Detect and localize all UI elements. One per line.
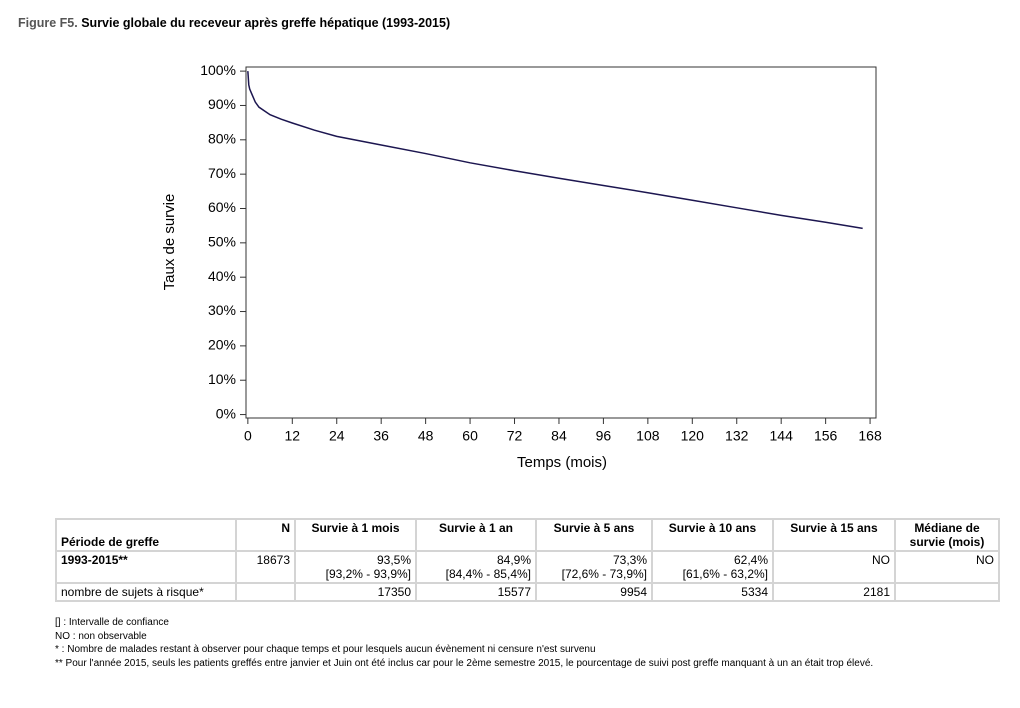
cell-line: 93,5%	[376, 553, 411, 567]
chart: Temps (mois) Taux de survie 0% 10% 20% 30% 4…	[161, 62, 882, 471]
table-cell: 17350	[294, 582, 417, 602]
cell-line: 62,4%	[733, 553, 768, 567]
table-cell: 84,9% [84,4% - 85,4%]	[415, 550, 537, 584]
y-tick-label: 50%	[208, 234, 236, 250]
table-cell: NO	[772, 550, 896, 584]
header-cell: Survie à 10 ans	[651, 518, 774, 552]
figure-label: Figure F5.	[18, 16, 78, 30]
x-tick-label: 84	[551, 428, 567, 444]
note: ** Pour l'année 2015, seuls les patients…	[55, 657, 874, 669]
cell-line: [72,6% - 73,9%]	[561, 567, 647, 581]
table-cell: 73,3% [72,6% - 73,9%]	[535, 550, 653, 584]
y-tick-label: 30%	[208, 302, 236, 318]
table-cell: 9954	[535, 582, 653, 602]
cell-line: 84,9%	[496, 553, 531, 567]
cell-line: [84,4% - 85,4%]	[445, 567, 531, 581]
survival-table: Période de greffe N Survie à 1 mois Survie …	[55, 518, 1000, 602]
table-cell: 2181	[772, 582, 896, 602]
header-cell: Survie à 1 mois	[294, 518, 417, 552]
table-cell: 5334	[651, 582, 774, 602]
figure-title: Figure F5. Survie globale du receveur ap…	[18, 16, 450, 30]
header-cell: Survie à 5 ans	[535, 518, 653, 552]
y-tick-label: 70%	[208, 165, 236, 181]
table-cell: 62,4% [61,6% - 63,2%]	[651, 550, 774, 584]
note: [] : Intervalle de confiance	[55, 617, 169, 628]
x-tick-label: 72	[507, 428, 523, 444]
cell-line: [93,2% - 93,9%]	[325, 567, 411, 581]
y-tick-label: 10%	[208, 371, 236, 387]
table-cell: nombre de sujets à risque*	[55, 582, 237, 602]
survival-curve	[247, 71, 863, 230]
x-tick-label: 132	[725, 428, 749, 444]
x-tick-label: 120	[681, 428, 705, 444]
empty-cell	[894, 582, 1000, 602]
cell-line: [61,6% - 63,2%]	[682, 567, 768, 581]
x-tick-label: 156	[814, 428, 838, 444]
header-cell: Médiane de survie (mois)	[894, 518, 1000, 552]
x-tick-label: 96	[596, 428, 612, 444]
x-axis-label: Temps (mois)	[517, 454, 607, 471]
x-tick-label: 24	[329, 428, 345, 444]
x-tick-label: 12	[285, 428, 301, 444]
x-tick-label: 108	[636, 428, 660, 444]
y-tick-label: 90%	[208, 96, 236, 112]
table-cell: NO	[894, 550, 1000, 584]
x-tick-label: 144	[770, 428, 794, 444]
header-cell: Période de greffe	[55, 518, 237, 552]
y-tick-label: 100%	[200, 62, 236, 78]
y-tick-label: 40%	[208, 268, 236, 284]
x-tick-label: 0	[244, 428, 252, 444]
plot-frame	[245, 66, 877, 419]
y-tick-label: 20%	[208, 337, 236, 353]
x-tick-label: 60	[462, 428, 478, 444]
header-cell: N	[235, 518, 296, 552]
notes: [] : Intervalle de confiance NO : non obs…	[55, 616, 873, 670]
y-tick-label: 60%	[208, 199, 236, 215]
table-cell: 18673	[235, 550, 296, 584]
x-tick-label: 168	[858, 428, 882, 444]
header-cell: Survie à 1 an	[415, 518, 537, 552]
y-tick-label: 80%	[208, 131, 236, 147]
table-cell: 15577	[415, 582, 537, 602]
table-cell: 1993-2015**	[55, 550, 237, 584]
cell-line: 73,3%	[612, 553, 647, 567]
y-axis-label: Taux de survie	[161, 194, 178, 291]
header-cell: Survie à 15 ans	[772, 518, 896, 552]
table-cell: 93,5% [93,2% - 93,9%]	[294, 550, 417, 584]
x-tick-label: 36	[373, 428, 389, 444]
empty-cell	[235, 582, 296, 602]
note: * : Nombre de malades restant à observer…	[55, 644, 596, 655]
y-tick-label: 0%	[216, 405, 236, 421]
x-tick-label: 48	[418, 428, 434, 444]
note: NO : non observable	[55, 630, 147, 642]
figure-title-text: Survie globale du receveur après greffe …	[81, 16, 451, 30]
